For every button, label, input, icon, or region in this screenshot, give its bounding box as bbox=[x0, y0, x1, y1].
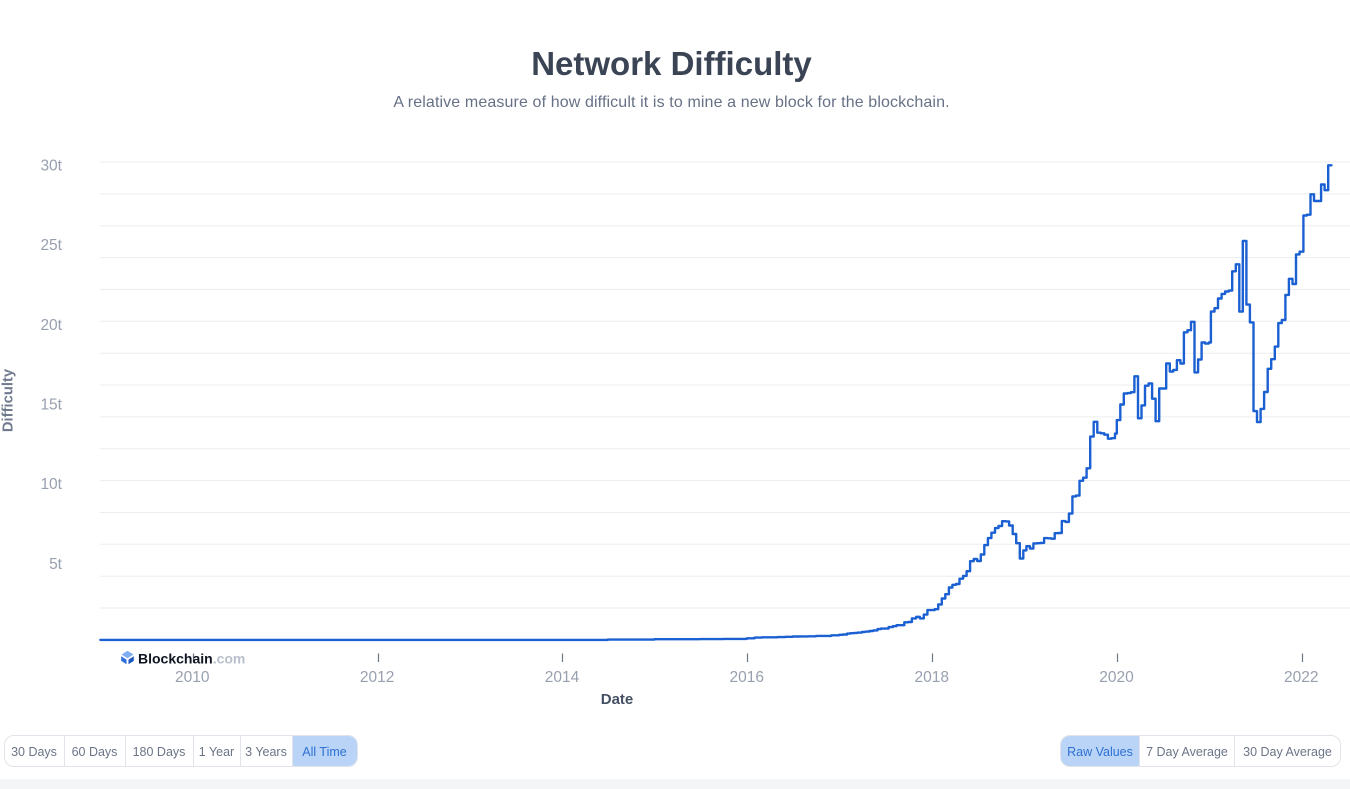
svg-text:2012: 2012 bbox=[360, 669, 394, 686]
svg-text:15t: 15t bbox=[40, 396, 62, 413]
svg-text:5t: 5t bbox=[49, 556, 63, 573]
svg-text:2020: 2020 bbox=[1099, 669, 1134, 686]
svg-text:Date: Date bbox=[601, 691, 634, 708]
svg-text:2014: 2014 bbox=[545, 669, 580, 686]
svg-text:2016: 2016 bbox=[730, 669, 764, 686]
svg-text:Blockchain.com: Blockchain.com bbox=[138, 651, 245, 667]
svg-text:2022: 2022 bbox=[1284, 669, 1318, 686]
svg-text:Difficulty: Difficulty bbox=[0, 368, 16, 432]
svg-text:25t: 25t bbox=[40, 237, 62, 254]
svg-text:2010: 2010 bbox=[175, 669, 210, 686]
svg-text:30t: 30t bbox=[40, 158, 62, 175]
svg-text:20t: 20t bbox=[40, 317, 62, 334]
svg-text:2018: 2018 bbox=[914, 669, 948, 686]
svg-text:10t: 10t bbox=[40, 476, 62, 493]
